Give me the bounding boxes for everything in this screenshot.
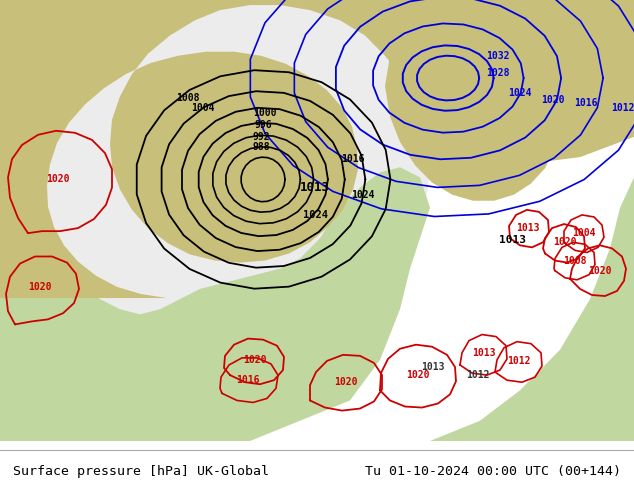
Text: Tu 01-10-2024 00:00 UTC (00+144): Tu 01-10-2024 00:00 UTC (00+144) [365,465,621,478]
Text: 988: 988 [252,142,270,152]
Polygon shape [0,0,634,298]
Text: 1013: 1013 [300,181,330,194]
Text: 1016: 1016 [574,98,598,108]
Text: 1013: 1013 [472,348,496,358]
Text: Surface pressure [hPa] UK-Global: Surface pressure [hPa] UK-Global [13,465,269,478]
Text: 1012: 1012 [507,356,531,366]
Text: 1008: 1008 [563,256,586,266]
Text: 1020: 1020 [29,282,52,292]
Text: 1020: 1020 [553,237,577,247]
Text: 1020: 1020 [588,266,612,276]
Text: 1020: 1020 [406,370,430,380]
Text: 1024: 1024 [302,210,328,220]
Text: 1012: 1012 [466,370,489,380]
Polygon shape [385,0,634,441]
Text: 1016: 1016 [341,154,365,164]
Text: 1024: 1024 [508,88,532,98]
Ellipse shape [0,0,430,375]
Text: 1012: 1012 [611,103,634,114]
Text: 1008: 1008 [176,93,200,103]
Text: 1020: 1020 [243,355,267,365]
Polygon shape [0,167,430,441]
Text: 996: 996 [254,120,272,130]
Polygon shape [390,177,634,441]
Text: 1020: 1020 [541,96,565,105]
Text: 1020: 1020 [334,377,358,387]
Text: 1000: 1000 [253,107,277,118]
Text: 1004: 1004 [191,103,215,114]
Text: 1016: 1016 [236,375,260,385]
Text: 1028: 1028 [486,68,510,78]
Text: 992: 992 [252,132,270,142]
Text: 1004: 1004 [573,228,596,238]
Text: 1013: 1013 [500,235,526,245]
Text: 1024: 1024 [351,190,375,199]
Text: 1020: 1020 [46,174,70,184]
Text: 1013: 1013 [421,362,444,372]
Text: 1032: 1032 [486,51,510,61]
Polygon shape [0,340,200,441]
Text: 1013: 1013 [516,223,540,233]
